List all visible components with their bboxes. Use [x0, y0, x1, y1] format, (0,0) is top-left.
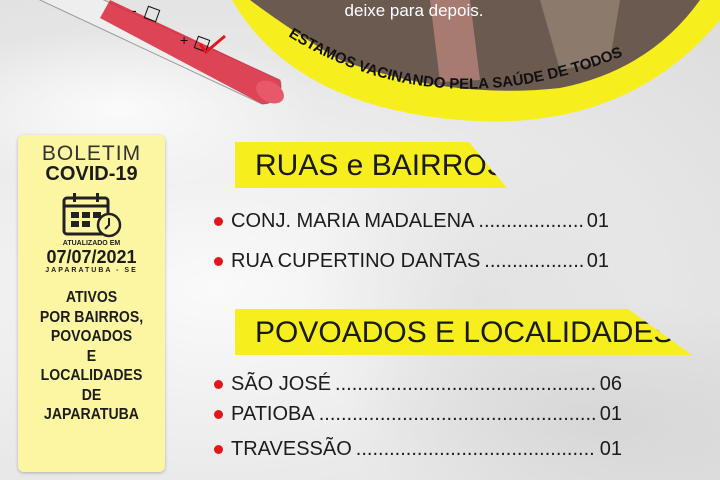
list-item: TRAVESSÃO01: [214, 438, 622, 461]
test-tube-icon: - +: [39, 0, 284, 105]
bulletin-title: BOLETIM: [41, 142, 142, 165]
bulletin-location: JAPARATUBA - SE: [45, 267, 138, 274]
bullet-icon: [214, 380, 223, 389]
photo-caption: deixe para depois.: [345, 1, 484, 20]
bullet-icon: [214, 445, 223, 454]
svg-text:+: +: [180, 32, 188, 48]
list-item: RUA CUPERTINO DANTAS01: [214, 250, 609, 273]
bulletin-description: ATIVOS POR BAIRROS, POVOADOS E LOCALIDADES D…: [39, 289, 144, 423]
calendar-clock-icon: [62, 193, 121, 238]
section-heading-ruas-bairros: RUAS e BAIRROS: [235, 142, 507, 188]
section-heading-povoados: POVOADOS E LOCALIDADES: [235, 309, 692, 355]
list-item: PATIOBA01: [214, 403, 622, 426]
list-item: SÃO JOSÉ06: [214, 373, 622, 396]
svg-text:-: -: [132, 2, 137, 18]
bullet-icon: [214, 257, 223, 266]
bulletin-date: 07/07/2021: [46, 247, 137, 267]
covid-bulletin-panel: BOLETIM COVID-19 ATUALIZADO EM 07/07/202…: [18, 135, 165, 472]
top-banner: deixe para depois. ESTAMOS VACINANDO PEL…: [39, 0, 720, 122]
bulletin-subtitle: COVID-19: [45, 163, 138, 185]
bullet-icon: [214, 217, 223, 226]
bullet-icon: [214, 410, 223, 419]
list-item: CONJ. MARIA MADALENA01: [214, 210, 609, 233]
updated-label: ATUALIZADO EM: [62, 240, 121, 247]
